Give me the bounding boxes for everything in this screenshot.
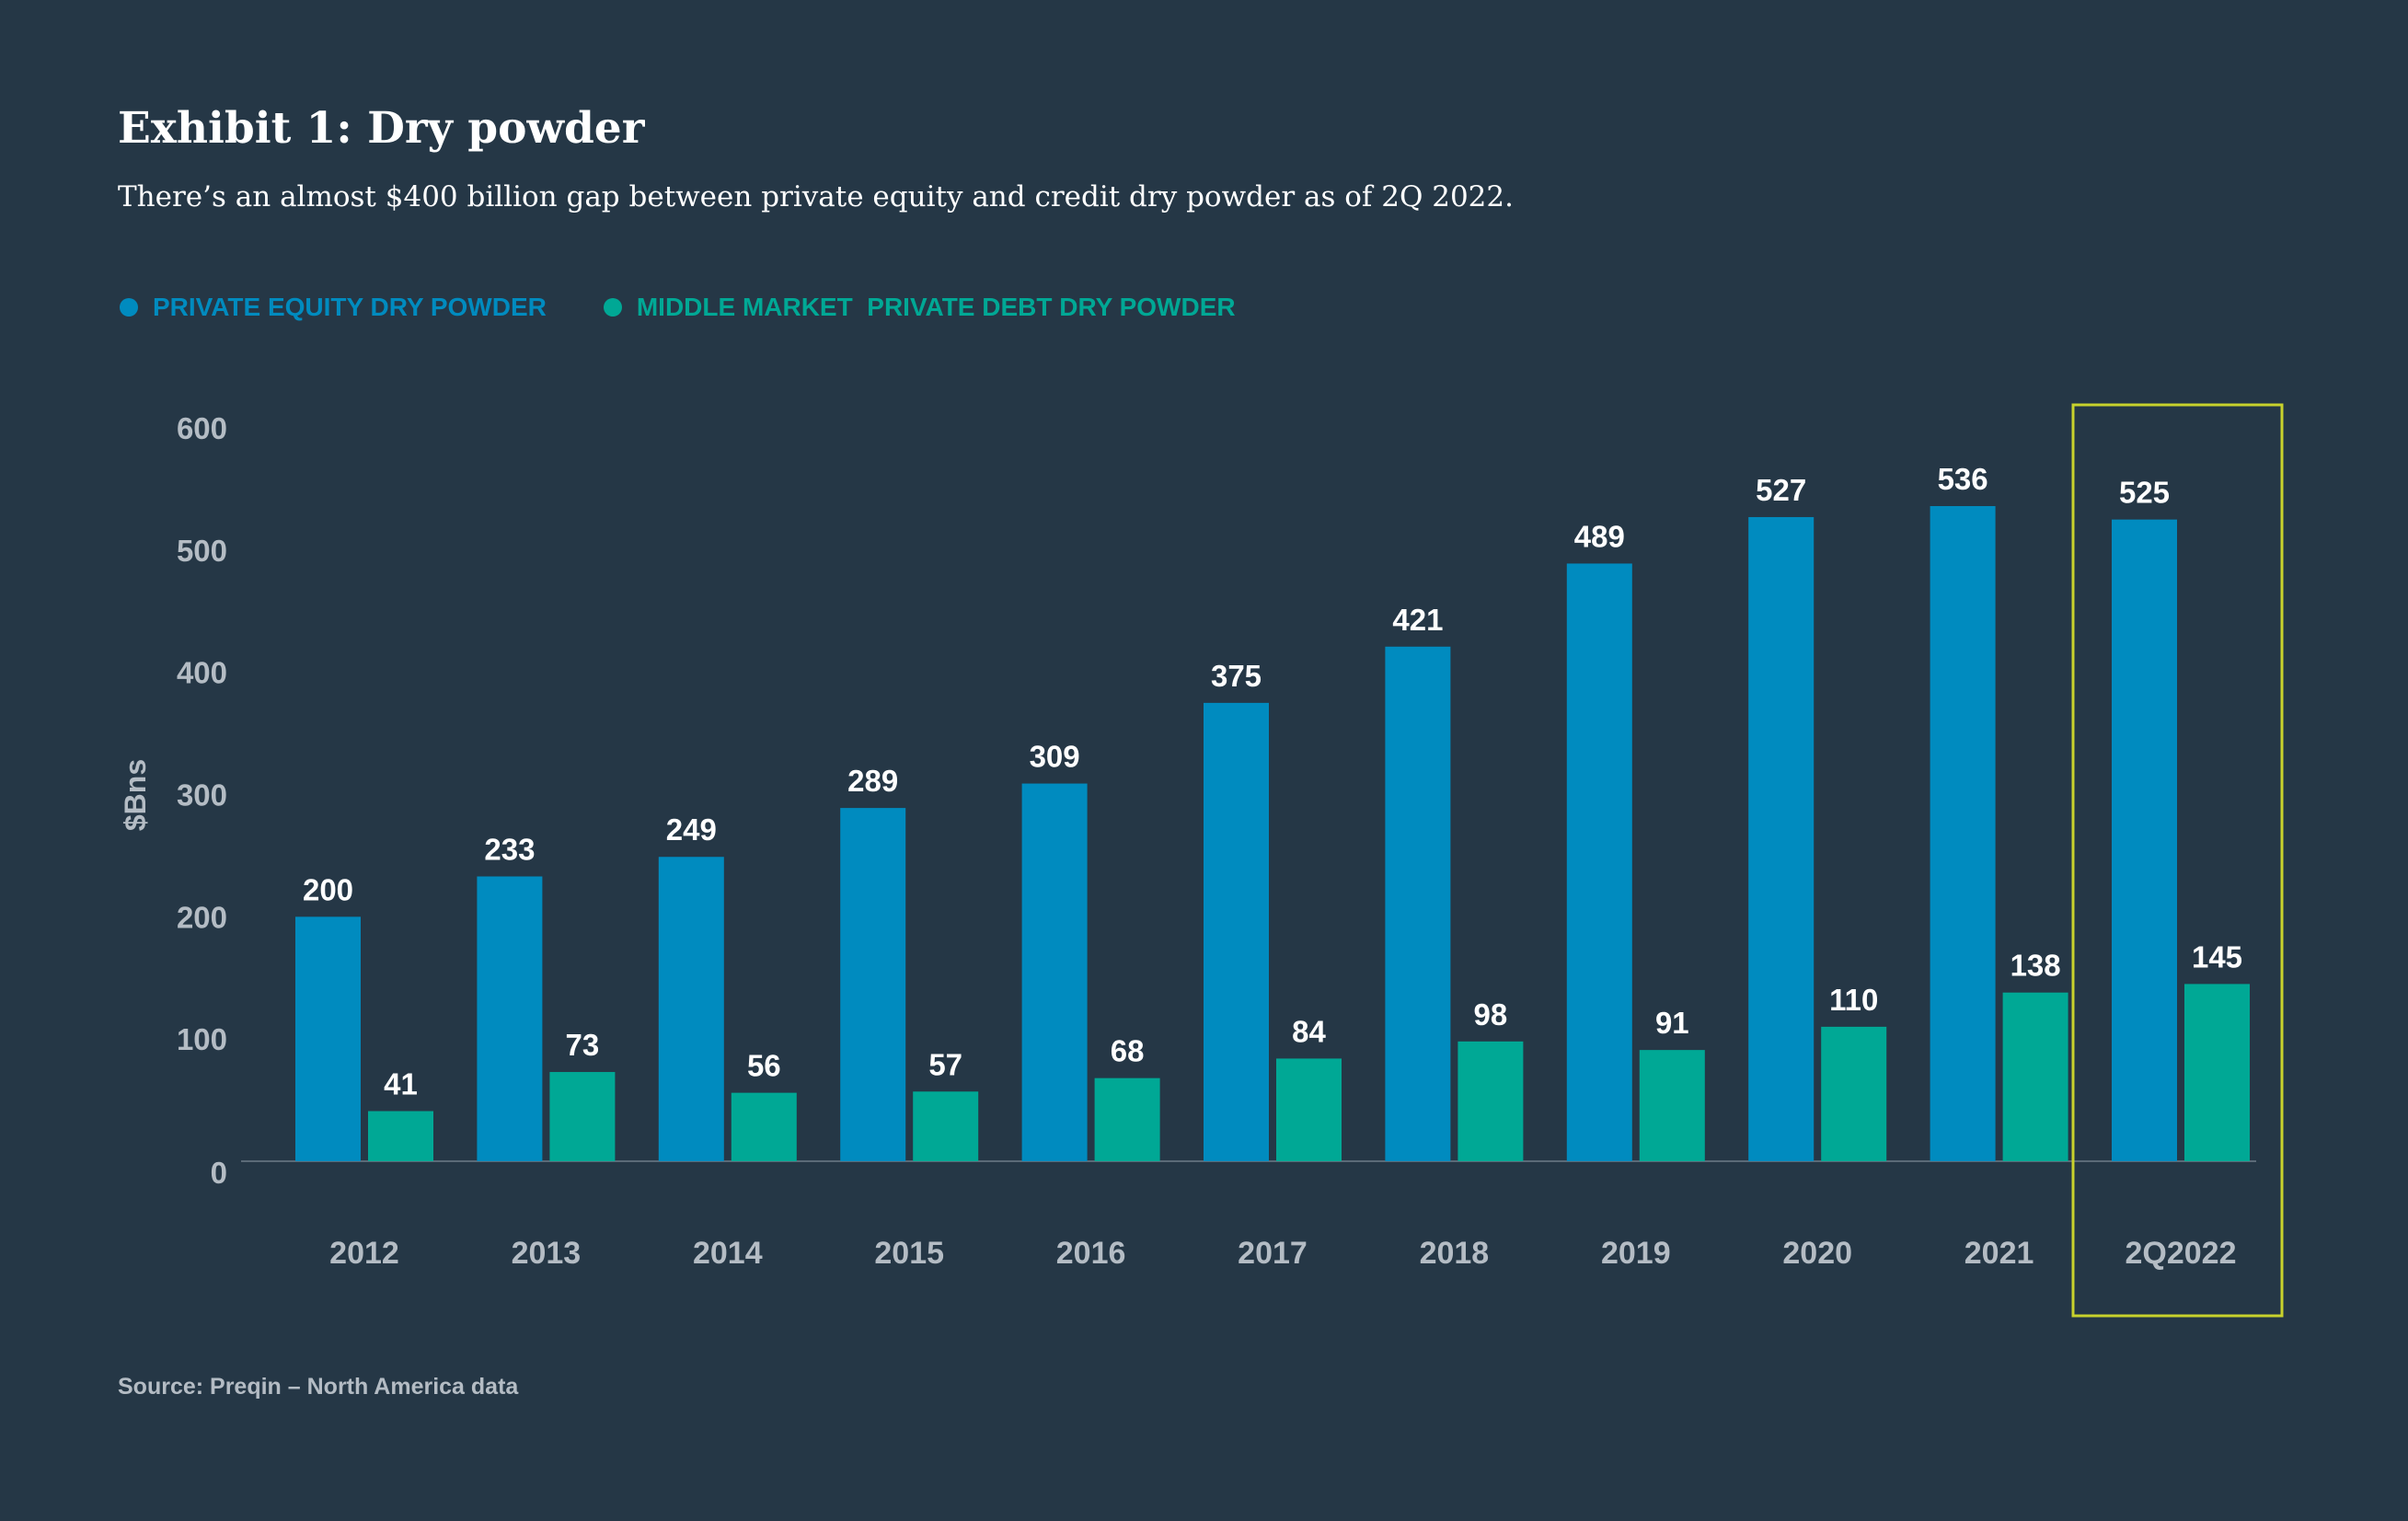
bar-private-equity: [295, 916, 361, 1161]
data-label-private-debt: 68: [1111, 1034, 1145, 1068]
data-label-private-equity: 375: [1211, 659, 1262, 693]
x-tick-label: 2014: [693, 1236, 763, 1271]
bar-private-equity: [658, 857, 724, 1161]
data-label-private-equity: 536: [1938, 462, 1988, 496]
y-tick-label: 300: [177, 778, 227, 812]
data-label-private-debt: 91: [1655, 1006, 1689, 1040]
bar-private-equity: [2112, 519, 2177, 1161]
bar-private-debt: [1821, 1026, 1887, 1161]
data-label-private-debt: 138: [2011, 949, 2061, 983]
data-label-private-equity: 527: [1756, 473, 1806, 507]
chart-title: Exhibit 1: Dry powder: [118, 103, 645, 154]
chart-subtitle: There’s an almost $400 billion gap betwe…: [118, 180, 1514, 213]
legend-label-private-equity: PRIVATE EQUITY DRY POWDER: [153, 293, 547, 321]
bar-private-equity: [477, 876, 543, 1161]
legend-label-private-debt: MIDDLE MARKET PRIVATE DEBT DRY POWDER: [636, 293, 1236, 321]
data-label-private-equity: 249: [666, 812, 717, 847]
bar-private-equity: [1204, 702, 1269, 1161]
data-label-private-debt: 110: [1829, 983, 1878, 1017]
data-label-private-equity: 200: [303, 872, 353, 906]
data-label-private-equity: 525: [2119, 476, 2170, 510]
source-note: Source: Preqin – North America data: [118, 1374, 519, 1400]
highlight-box: [2071, 403, 2284, 1318]
bar-private-debt: [1094, 1077, 1160, 1161]
x-tick-label: 2015: [874, 1236, 944, 1271]
bar-private-debt: [913, 1091, 979, 1161]
bar-private-debt: [368, 1111, 433, 1161]
bar-private-equity: [840, 808, 906, 1161]
legend: PRIVATE EQUITY DRY POWDER MIDDLE MARKET …: [120, 293, 1293, 322]
legend-item-private-equity: PRIVATE EQUITY DRY POWDER: [120, 293, 547, 322]
x-tick-label: 2017: [1238, 1236, 1308, 1271]
data-label-private-debt: 98: [1474, 997, 1508, 1031]
data-label-private-equity: 289: [847, 764, 898, 798]
data-label-private-equity: 309: [1030, 740, 1080, 774]
data-label-private-equity: 489: [1574, 519, 1625, 553]
y-tick-label: 400: [177, 656, 227, 690]
legend-swatch-private-equity: [120, 298, 138, 317]
bar-private-debt: [549, 1072, 616, 1161]
y-tick-label: 100: [177, 1022, 227, 1056]
bar-private-debt: [1276, 1058, 1342, 1161]
bar-private-debt: [2002, 992, 2068, 1161]
y-tick-label: 500: [177, 534, 227, 568]
y-tick-label: 200: [177, 900, 227, 934]
x-tick-label: 2020: [1782, 1236, 1852, 1271]
data-label-private-debt: 56: [747, 1049, 781, 1083]
x-tick-label: 2019: [1601, 1236, 1671, 1271]
data-label-private-debt: 145: [2192, 939, 2242, 974]
data-label-private-debt: 73: [566, 1028, 600, 1062]
bar-private-equity: [1566, 563, 1632, 1161]
x-tick-label: 2018: [1420, 1236, 1490, 1271]
data-label-private-debt: 57: [928, 1047, 962, 1081]
x-tick-label: 2013: [512, 1236, 582, 1271]
x-tick-label: 2021: [1964, 1236, 2034, 1271]
bar-private-debt: [1639, 1050, 1705, 1161]
bar-private-debt: [731, 1092, 797, 1161]
data-label-private-debt: 84: [1292, 1014, 1326, 1048]
legend-item-private-debt: MIDDLE MARKET PRIVATE DEBT DRY POWDER: [603, 293, 1236, 322]
data-label-private-equity: 233: [484, 832, 535, 866]
bar-private-equity: [1021, 783, 1088, 1161]
x-tick-label: 2016: [1056, 1236, 1126, 1271]
y-tick-label: 600: [177, 411, 227, 445]
bar-private-equity: [1385, 646, 1451, 1161]
bar-private-debt: [1457, 1041, 1524, 1161]
bar-private-equity: [1748, 516, 1815, 1161]
legend-swatch-private-debt: [603, 298, 622, 317]
x-tick-label: 2Q2022: [2126, 1236, 2237, 1271]
x-tick-label: 2012: [329, 1236, 399, 1271]
bar-private-debt: [2184, 984, 2250, 1161]
bar-private-equity: [1930, 506, 1996, 1161]
y-axis-label: $Bns: [119, 759, 152, 831]
y-tick-label: 0: [211, 1156, 227, 1190]
data-label-private-equity: 421: [1392, 603, 1443, 637]
data-label-private-debt: 41: [384, 1067, 418, 1101]
